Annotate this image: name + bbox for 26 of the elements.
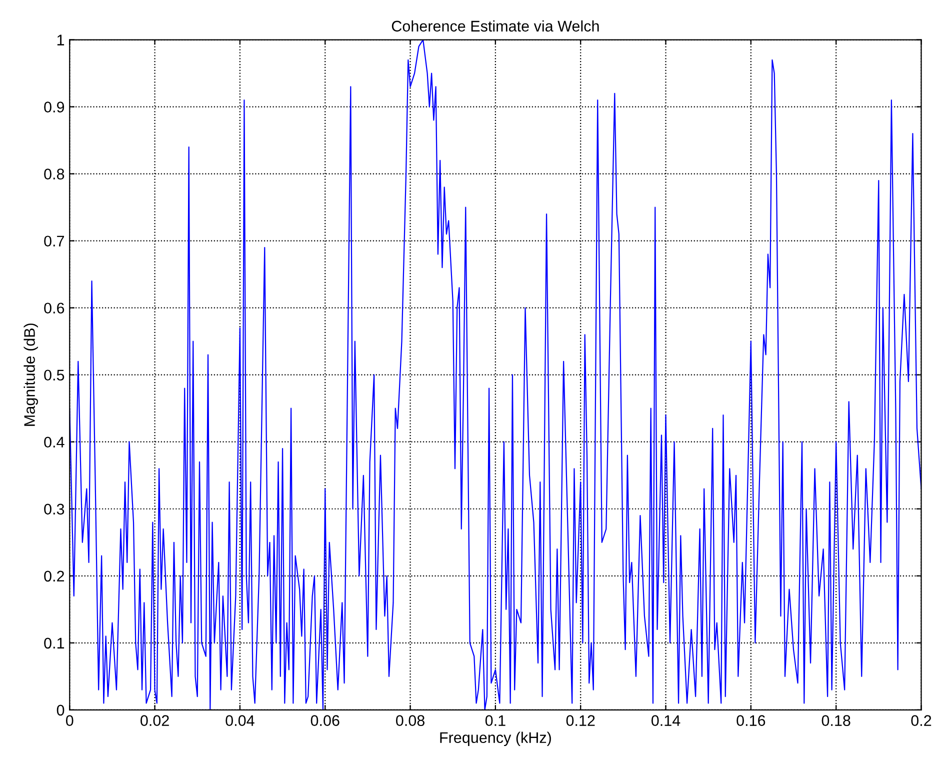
x-tick-label: 0.08: [396, 715, 424, 726]
y-tick-label: 0.6: [44, 302, 64, 314]
x-tick-label: 0.04: [226, 715, 254, 726]
x-tick-label: 0: [66, 715, 74, 726]
x-tick-label: 0.12: [566, 715, 595, 726]
y-tick-label: 0.7: [44, 236, 64, 247]
y-tick-label: 0.4: [44, 436, 64, 448]
chart-title: Coherence Estimate via Welch: [392, 20, 599, 32]
x-tick-label: 0.06: [310, 715, 340, 726]
x-tick-label: 0.18: [822, 715, 850, 726]
x-tick-label: 0.14: [651, 715, 680, 726]
x-axis-title: Frequency (kHz): [440, 732, 551, 746]
y-axis-title: Magnitude (dB): [24, 324, 38, 426]
y-tick-label: 0.8: [44, 168, 64, 180]
line-series: [70, 40, 922, 710]
y-tick-label: 1: [57, 34, 64, 46]
y-tick-label: 0.5: [44, 370, 64, 381]
y-tick-label: 0.2: [44, 570, 64, 582]
x-tick-label: 0.2: [911, 715, 932, 726]
x-tick-label: 0.1: [485, 715, 506, 726]
y-tick-label: 0.3: [44, 504, 64, 515]
y-tick-label: 0: [56, 704, 64, 716]
x-tick-label: 0.16: [736, 715, 766, 726]
y-tick-label: 0.9: [44, 102, 64, 112]
y-tick-label: 0.1: [44, 638, 64, 649]
x-tick-label: 0.02: [140, 715, 169, 726]
